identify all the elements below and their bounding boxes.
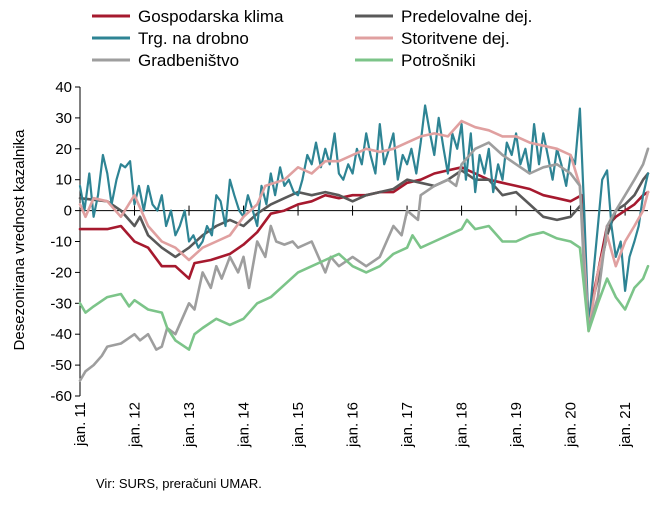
legend-label: Trg. na drobno bbox=[138, 29, 249, 48]
y-tick-label: 40 bbox=[55, 79, 72, 96]
y-axis-label: Desezonirana vrednost kazalnika bbox=[11, 129, 28, 351]
x-axis: jan. 11 jan. 12 jan. 13 jan. 14 jan. 15 jan. … bbox=[72, 205, 648, 448]
x-tick-label: jan. 14 bbox=[236, 402, 253, 448]
y-tick-label: -30 bbox=[50, 295, 72, 312]
x-tick-label: jan. 11 bbox=[72, 402, 89, 447]
plot-area bbox=[78, 104, 650, 382]
series-line-3 bbox=[78, 104, 650, 330]
y-tick-label: 30 bbox=[55, 110, 72, 127]
legend: Gospodarska klima Predelovalne dej. Trg. n… bbox=[92, 7, 532, 70]
series-line-6 bbox=[78, 218, 650, 351]
y-tick-label: -60 bbox=[50, 388, 72, 405]
x-tick-label: jan. 21 bbox=[617, 402, 634, 448]
y-tick-label: -50 bbox=[50, 357, 72, 374]
y-tick-label: 0 bbox=[64, 203, 72, 220]
x-tick-label: jan. 20 bbox=[563, 402, 580, 448]
legend-label: Predelovalne dej. bbox=[401, 7, 532, 26]
y-tick-label: 20 bbox=[55, 141, 72, 158]
series-line-2 bbox=[78, 169, 650, 321]
legend-label: Gospodarska klima bbox=[138, 7, 284, 26]
x-tick-label: jan. 16 bbox=[345, 402, 362, 448]
series-line-5 bbox=[78, 141, 650, 382]
y-tick-label: 10 bbox=[55, 172, 72, 189]
legend-label: Storitvene dej. bbox=[401, 29, 510, 48]
x-tick-label: jan. 12 bbox=[127, 402, 144, 448]
y-tick-label: -20 bbox=[50, 264, 72, 281]
source-note: Vir: SURS, preračuni UMAR. bbox=[96, 476, 262, 491]
x-tick-label: jan. 13 bbox=[181, 402, 198, 448]
x-tick-label: jan. 19 bbox=[508, 402, 525, 448]
x-tick-label: jan. 17 bbox=[399, 402, 416, 448]
legend-label: Gradbeništvo bbox=[138, 51, 239, 70]
y-axis: 40 30 20 10 0 -10 -20 -30 -40 -50 -60 bbox=[50, 79, 81, 405]
x-tick-label: jan. 15 bbox=[290, 402, 307, 448]
y-tick-label: -10 bbox=[50, 234, 72, 251]
y-tick-label: -40 bbox=[50, 326, 72, 343]
x-tick-label: jan. 18 bbox=[454, 402, 471, 448]
legend-label: Potrošniki bbox=[401, 51, 476, 70]
